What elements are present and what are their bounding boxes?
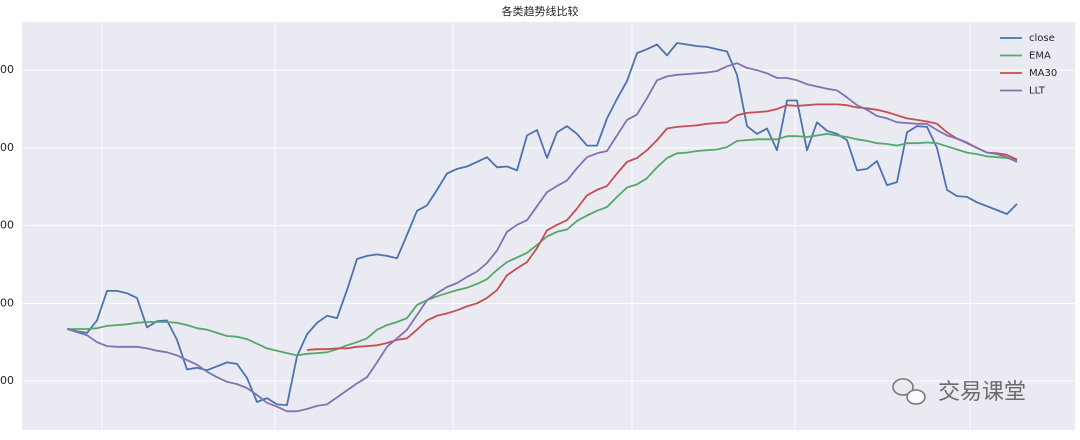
legend: close EMA MA30 LLT [1000, 33, 1057, 97]
chart-title: 各类趋势线比较 [502, 4, 579, 18]
legend-label: EMA [1029, 51, 1051, 62]
y-tick-label: 3000 [0, 374, 14, 387]
wechat-icon [906, 389, 926, 405]
series-line [306, 103, 1018, 351]
watermark: 交易课堂 [892, 378, 1026, 405]
watermark-text: 交易课堂 [938, 380, 1026, 405]
y-tick-label: 4500 [0, 141, 14, 154]
series-line [66, 62, 1018, 413]
wechat-icon [892, 378, 914, 396]
grid [22, 22, 1075, 430]
y-tick-label: 4000 [0, 219, 14, 232]
y-tick-label: 3500 [0, 296, 14, 309]
legend-label: MA30 [1029, 68, 1057, 79]
legend-label: LLT [1029, 86, 1046, 97]
legend-label: close [1029, 33, 1055, 44]
lines [66, 42, 1018, 413]
series-line [66, 42, 1018, 406]
y-tick-label: 5000 [0, 63, 14, 76]
